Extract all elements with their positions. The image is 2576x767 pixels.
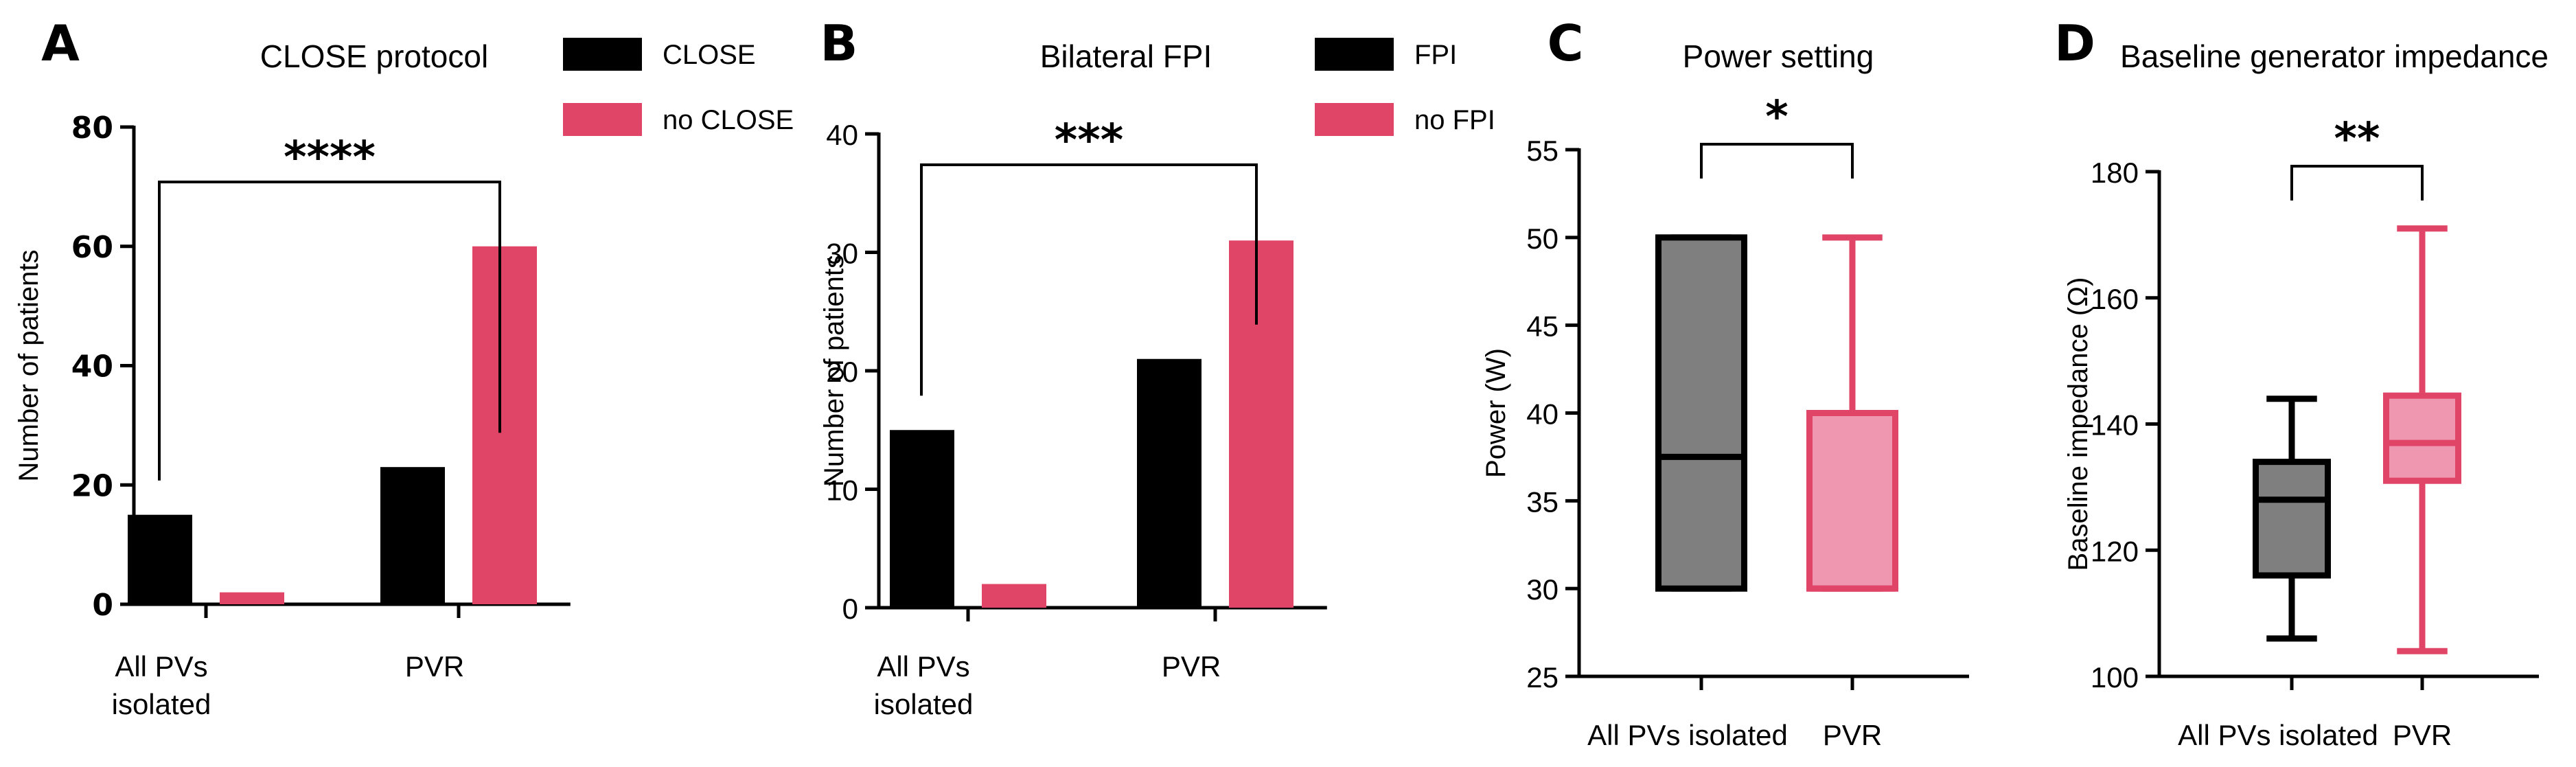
x-tick-label: All PVs xyxy=(877,650,969,683)
panel-b: B Bilateral FPI 0 10 20 30 40 Number of patient… xyxy=(819,14,1495,720)
chart-title: CLOSE protocol xyxy=(260,38,488,74)
x-tick-label: isolated xyxy=(874,688,974,720)
significance-bracket xyxy=(1700,143,1854,179)
y-tick-label: 40 xyxy=(71,350,113,385)
panel-letter: D xyxy=(2054,14,2095,72)
y-tick-label: 160 xyxy=(2091,283,2139,315)
significance-stars: * xyxy=(1765,92,1788,143)
bar-no-close xyxy=(220,592,284,604)
box-iqr xyxy=(1806,410,1898,592)
legend-label: CLOSE xyxy=(663,40,756,70)
y-tick-label: 25 xyxy=(1526,661,1559,694)
panel-letter: A xyxy=(41,14,80,72)
y-tick-label: 100 xyxy=(2091,661,2139,694)
y-tick-label: 30 xyxy=(826,238,858,270)
y-tick-label: 40 xyxy=(826,119,858,151)
y-tick-label: 50 xyxy=(1526,222,1559,255)
legend-label: FPI xyxy=(1414,40,1457,70)
chart-title: Power setting xyxy=(1683,38,1874,74)
legend-swatch xyxy=(1315,38,1394,71)
chart-title: Bilateral FPI xyxy=(1040,38,1212,74)
y-tick-label: 140 xyxy=(2091,409,2139,442)
box-iqr xyxy=(2253,459,2331,579)
x-tick-label: PVR xyxy=(2393,719,2452,751)
box-iqr xyxy=(1655,234,1747,592)
y-tick-label: 120 xyxy=(2091,535,2139,567)
x-tick-label: isolated xyxy=(112,688,211,720)
panel-d: D Baseline generator impedance 100 120 140 16… xyxy=(2054,14,2549,751)
panel-a: A CLOSE protocol 0 20 40 60 80 Number of patien… xyxy=(14,14,794,720)
x-tick-label: All PVs isolated xyxy=(2178,719,2378,751)
y-tick-label: 60 xyxy=(71,230,113,265)
y-tick-label: 55 xyxy=(1526,135,1559,167)
legend-label: no CLOSE xyxy=(663,105,794,135)
legend-label: no FPI xyxy=(1414,105,1495,135)
y-tick-label: 40 xyxy=(1526,398,1559,431)
y-tick-label: 0 xyxy=(842,593,858,625)
legend-swatch xyxy=(563,103,642,136)
bar-no-fpi xyxy=(1229,240,1293,608)
panel-letter: B xyxy=(820,14,858,72)
y-axis-label: Power (W) xyxy=(1481,348,1511,478)
x-tick-label: All PVs xyxy=(115,650,207,683)
x-tick-label: PVR xyxy=(405,650,464,683)
x-tick-label: PVR xyxy=(1823,719,1882,751)
x-tick-label: PVR xyxy=(1162,650,1221,683)
significance-stars: ** xyxy=(2334,114,2380,165)
significance-bracket xyxy=(2290,165,2424,201)
y-tick-label: 10 xyxy=(826,474,858,507)
significance-stars: **** xyxy=(284,133,376,183)
y-axis-label: Baseline impedance (Ω) xyxy=(2063,277,2093,571)
y-tick-label: 30 xyxy=(1526,573,1559,606)
y-axis-label: Number of patients xyxy=(14,250,44,482)
significance-bracket xyxy=(158,181,501,481)
bar-close xyxy=(380,467,445,604)
y-tick-label: 180 xyxy=(2091,157,2139,189)
bar-close xyxy=(128,514,192,604)
significance-stars: *** xyxy=(1055,115,1123,166)
bar-fpi xyxy=(1137,358,1201,608)
y-axis-label: Number of patients xyxy=(819,255,849,487)
significance-bracket xyxy=(920,163,1258,396)
y-tick-label: 20 xyxy=(71,468,113,503)
y-tick-label: 0 xyxy=(92,588,113,623)
bar-no-close xyxy=(472,246,537,604)
legend-swatch xyxy=(563,38,642,71)
panel-letter: C xyxy=(1548,14,1584,72)
panel-c: C Power setting 25 30 35 40 45 50 55 Power (W) All… xyxy=(1481,14,1969,751)
bar-no-fpi xyxy=(982,584,1046,608)
y-tick-label: 35 xyxy=(1526,485,1559,518)
legend-swatch xyxy=(1315,103,1394,136)
x-tick-label: All PVs isolated xyxy=(1587,719,1788,751)
y-tick-label: 45 xyxy=(1526,310,1559,343)
chart-title: Baseline generator impedance xyxy=(2120,38,2549,74)
y-tick-label: 80 xyxy=(71,111,113,146)
y-tick-label: 20 xyxy=(826,356,858,388)
bar-fpi xyxy=(890,430,954,608)
box-iqr xyxy=(2383,392,2461,484)
